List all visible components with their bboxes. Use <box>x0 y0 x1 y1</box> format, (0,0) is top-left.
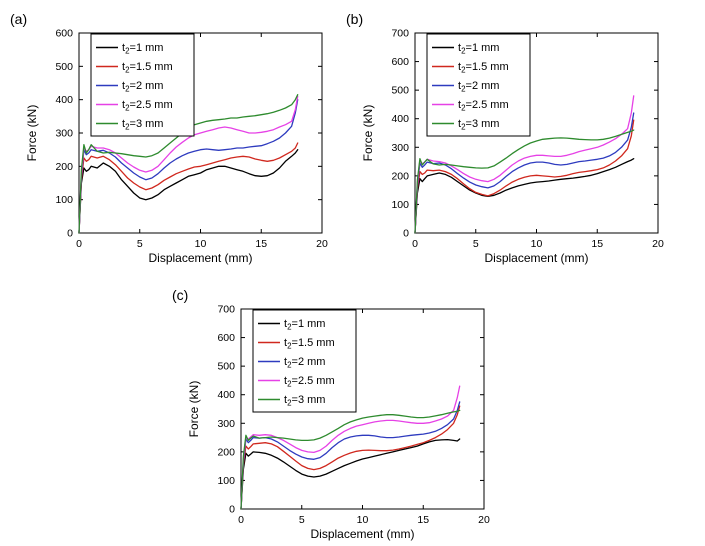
y-tick-label: 300 <box>391 142 409 154</box>
x-tick-label: 0 <box>76 238 82 250</box>
panel-b: (b) 0 5 10 15 20 0 100 200 300 400 500 600 700 Displa… <box>342 6 678 272</box>
y-tick-label: 700 <box>391 28 409 40</box>
series-line-t2-3mm <box>414 129 635 234</box>
x-tick-label: 5 <box>137 238 143 250</box>
panel-c: (c) 0 5 10 15 20 0 100 200 300 400 500 600 700 Displa… <box>168 282 504 546</box>
y-tick-label: 200 <box>55 161 73 173</box>
legend-label-t2-2p5mm: t2=2.5 mm <box>284 375 335 389</box>
panel-a: (a) 0 5 10 15 20 0 100 200 300 400 500 600 Displacem… <box>6 6 342 272</box>
series-line-t2-1mm <box>78 149 299 234</box>
y-axis-label: Force (kN) <box>25 105 39 162</box>
legend-label-t2-1mm: t2=1 mm <box>458 42 499 56</box>
y-tick-label: 600 <box>55 28 73 40</box>
series-line-t2-2mm <box>78 99 299 234</box>
x-tick-label: 15 <box>417 514 429 526</box>
y-tick-label: 700 <box>217 304 235 316</box>
legend-label-t2-3mm: t2=3 mm <box>284 394 325 408</box>
panel-label-a: (a) <box>10 11 28 27</box>
series-line-t2-1p5mm <box>78 142 299 234</box>
series-line-t2-2mm <box>240 401 461 510</box>
panel-label-b: (b) <box>346 11 364 27</box>
legend-label-t2-3mm: t2=3 mm <box>122 118 163 132</box>
x-tick-label: 15 <box>255 238 267 250</box>
legend-label-t2-2p5mm: t2=2.5 mm <box>458 99 509 113</box>
series-line-t2-1mm <box>240 438 461 510</box>
y-tick-label: 600 <box>217 332 235 344</box>
x-tick-label: 10 <box>195 238 207 250</box>
y-tick-label: 0 <box>229 504 235 516</box>
chart-b-svg: 0 5 10 15 200100200300400500600700Displaceme… <box>361 28 664 266</box>
x-tick-label: 0 <box>238 514 244 526</box>
series-line-t2-2p5mm <box>240 385 461 510</box>
legend-label-t2-1p5mm: t2=1.5 mm <box>458 61 509 75</box>
y-tick-label: 300 <box>55 128 73 140</box>
x-tick-label: 5 <box>299 514 305 526</box>
y-tick-label: 0 <box>403 228 409 240</box>
y-tick-label: 100 <box>391 199 409 211</box>
y-tick-label: 0 <box>67 228 73 240</box>
y-tick-label: 400 <box>217 389 235 401</box>
series-line-t2-1mm <box>414 158 635 234</box>
legend-label-t2-1p5mm: t2=1.5 mm <box>284 337 335 351</box>
y-axis-label: Force (kN) <box>361 105 375 162</box>
y-tick-label: 300 <box>217 418 235 430</box>
series-line-t2-2p5mm <box>78 95 299 234</box>
x-tick-label: 15 <box>591 238 603 250</box>
x-tick-label: 20 <box>478 514 490 526</box>
legend-label-t2-3mm: t2=3 mm <box>458 118 499 132</box>
series-line-t2-2mm <box>414 112 635 234</box>
x-tick-label: 10 <box>531 238 543 250</box>
legend-label-t2-2p5mm: t2=2.5 mm <box>122 99 173 113</box>
y-tick-label: 200 <box>217 446 235 458</box>
y-tick-label: 500 <box>391 85 409 97</box>
legend-label-t2-1p5mm: t2=1.5 mm <box>122 61 173 75</box>
x-tick-label: 20 <box>316 238 328 250</box>
y-tick-label: 200 <box>391 170 409 182</box>
chart-a-svg: 0 5 10 15 200100200300400500600Displacement … <box>25 28 328 266</box>
legend-label-t2-2mm: t2=2 mm <box>122 80 163 94</box>
x-tick-label: 20 <box>652 238 664 250</box>
legend-label-t2-1mm: t2=1 mm <box>122 42 163 56</box>
legend-label-t2-1mm: t2=1 mm <box>284 318 325 332</box>
x-axis-label: Displacement (mm) <box>148 251 252 265</box>
panel-label-c: (c) <box>172 287 189 303</box>
y-axis-label: Force (kN) <box>187 381 201 438</box>
y-tick-label: 100 <box>55 194 73 206</box>
x-axis-label: Displacement (mm) <box>310 527 414 541</box>
y-tick-label: 600 <box>391 56 409 68</box>
y-tick-label: 400 <box>55 94 73 106</box>
legend-label-t2-2mm: t2=2 mm <box>458 80 499 94</box>
series-line-t2-1p5mm <box>240 405 461 510</box>
legend-label-t2-2mm: t2=2 mm <box>284 356 325 370</box>
x-tick-label: 0 <box>412 238 418 250</box>
chart-c-svg: 0 5 10 15 200100200300400500600700Displaceme… <box>187 304 490 542</box>
x-tick-label: 10 <box>357 514 369 526</box>
x-tick-label: 5 <box>473 238 479 250</box>
y-tick-label: 100 <box>217 475 235 487</box>
series-line-t2-2p5mm <box>414 95 635 234</box>
series-line-t2-1p5mm <box>414 119 635 234</box>
y-tick-label: 500 <box>217 361 235 373</box>
x-axis-label: Displacement (mm) <box>484 251 588 265</box>
series-line-t2-3mm <box>240 409 461 510</box>
y-tick-label: 500 <box>55 61 73 73</box>
y-tick-label: 400 <box>391 113 409 125</box>
